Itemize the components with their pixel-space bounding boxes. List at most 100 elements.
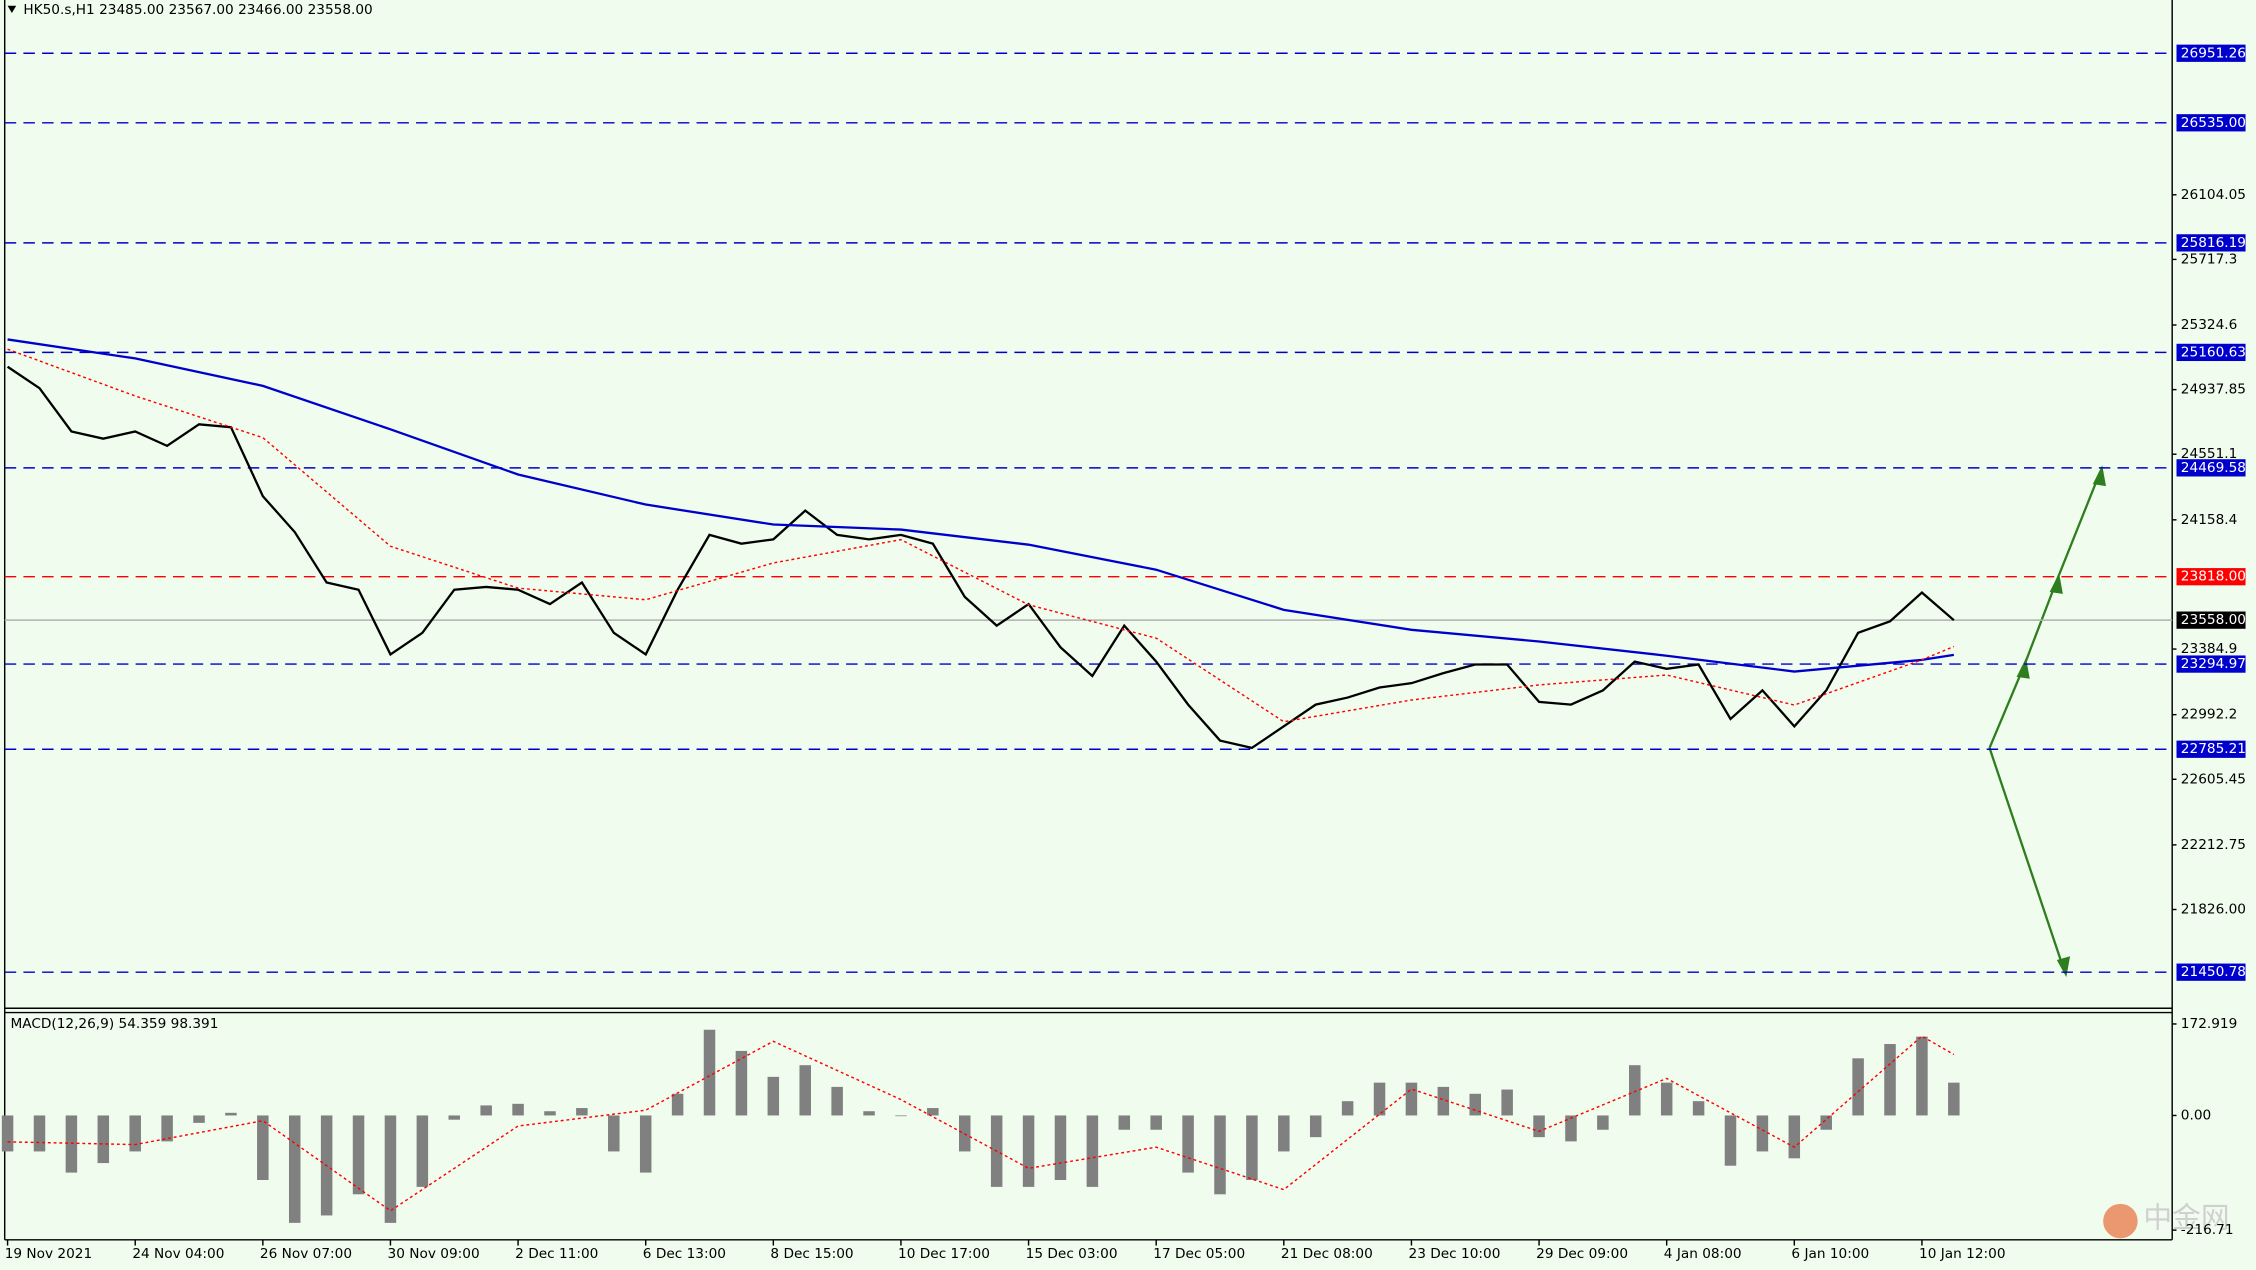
macd-bar xyxy=(1724,1115,1737,1166)
macd-bar xyxy=(576,1108,588,1116)
watermark-logo xyxy=(2103,1203,2138,1239)
y-tick-label: 26104.05 xyxy=(2181,187,2246,203)
macd-bar xyxy=(735,1050,748,1116)
y-tick-label: 0.00 xyxy=(2181,1107,2211,1123)
current-price-box xyxy=(2176,611,2246,629)
x-tick-label: 21 Dec 08:00 xyxy=(1281,1246,1373,1262)
level-label-box xyxy=(2176,963,2246,981)
macd-bar xyxy=(1182,1115,1194,1173)
macd-bar xyxy=(767,1076,780,1116)
series-line xyxy=(6,365,1955,750)
macd-bar xyxy=(1948,1082,1960,1116)
arrow-up xyxy=(1988,471,2102,749)
level-label: 23294.97 xyxy=(2181,656,2246,672)
x-tick-label: 29 Dec 09:00 xyxy=(1536,1246,1628,1262)
arrow-down xyxy=(1988,747,2066,972)
macd-bar xyxy=(1246,1115,1258,1181)
macd-bar xyxy=(1118,1115,1131,1130)
macd-bar xyxy=(1533,1115,1545,1138)
arrow-head xyxy=(2049,573,2063,594)
y-tick-label: 22212.75 xyxy=(2181,837,2246,853)
current-price-label: 23558.00 xyxy=(2181,612,2246,628)
macd-bar xyxy=(448,1115,461,1120)
macd-bar xyxy=(1405,1082,1418,1116)
x-tick-label: 6 Jan 10:00 xyxy=(1791,1246,1869,1262)
macd-bar xyxy=(1,1115,14,1152)
macd-bar xyxy=(863,1111,875,1116)
level-label: 26951.26 xyxy=(2181,45,2246,61)
y-tick-label: 21826.00 xyxy=(2181,901,2246,917)
x-tick-label: 15 Dec 03:00 xyxy=(1026,1246,1118,1262)
macd-bar xyxy=(97,1115,110,1164)
x-tick-label: 6 Dec 13:00 xyxy=(643,1246,726,1262)
y-tick-label: 22605.45 xyxy=(2181,771,2246,787)
macd-title: MACD(12,26,9) 54.359 98.391 xyxy=(10,1016,218,1032)
macd-bar xyxy=(1214,1115,1226,1195)
level-label: 22785.21 xyxy=(2181,741,2246,757)
x-tick-label: 23 Dec 10:00 xyxy=(1409,1246,1501,1262)
y-tick-label: 24551.1 xyxy=(2181,446,2237,462)
macd-bar xyxy=(1022,1115,1035,1187)
macd-bar xyxy=(416,1115,429,1187)
macd-bar xyxy=(512,1103,524,1116)
macd-bar xyxy=(1373,1082,1386,1116)
macd-bar xyxy=(927,1108,939,1116)
macd-bar xyxy=(257,1115,269,1181)
level-label-box xyxy=(2176,568,2246,586)
arrow-head xyxy=(2092,465,2107,487)
macd-bar xyxy=(1565,1115,1577,1142)
y-tick-label: 25717.3 xyxy=(2181,251,2237,267)
macd-bar xyxy=(1278,1115,1290,1152)
level-label: 21450.78 xyxy=(2181,964,2246,980)
level-label: 23818.00 xyxy=(2181,569,2246,585)
level-label-box xyxy=(2176,459,2246,477)
macd-bar xyxy=(1054,1115,1067,1181)
macd-bar xyxy=(1660,1082,1673,1116)
arrow-head xyxy=(2016,658,2030,679)
x-tick-label: 24 Nov 04:00 xyxy=(132,1246,224,1262)
macd-bar xyxy=(480,1105,492,1116)
y-tick-label: 172.919 xyxy=(2181,1016,2237,1032)
x-tick-label: 8 Dec 15:00 xyxy=(770,1246,853,1262)
series-line xyxy=(7,348,1955,723)
x-tick-label: 10 Jan 12:00 xyxy=(1919,1246,2005,1262)
level-label: 26535.00 xyxy=(2181,115,2246,131)
level-label-box xyxy=(2176,234,2246,252)
x-tick-label: 4 Jan 08:00 xyxy=(1664,1246,1742,1262)
level-label: 24469.58 xyxy=(2181,460,2246,476)
macd-bar xyxy=(352,1115,365,1195)
macd-bar xyxy=(1756,1115,1769,1152)
macd-bar xyxy=(1916,1036,1928,1116)
x-tick-label: 26 Nov 07:00 xyxy=(260,1246,352,1262)
macd-bar xyxy=(671,1093,684,1116)
macd-bar xyxy=(65,1115,78,1173)
level-label-box xyxy=(2176,740,2246,758)
macd-bar xyxy=(129,1115,141,1152)
menu-icon[interactable] xyxy=(7,5,17,13)
macd-bar xyxy=(1469,1093,1482,1116)
y-tick-label: 24937.85 xyxy=(2181,382,2246,398)
macd-bar xyxy=(544,1111,556,1116)
level-label-box xyxy=(2176,343,2246,362)
macd-bar xyxy=(608,1115,620,1152)
macd-bar xyxy=(639,1115,652,1173)
macd-bar xyxy=(1629,1065,1641,1116)
macd-bar xyxy=(1309,1115,1322,1138)
macd-bar xyxy=(1820,1115,1832,1130)
chart-title: HK50.s,H1 23485.00 23567.00 23466.00 235… xyxy=(23,2,372,18)
y-tick-label: 23384.9 xyxy=(2181,641,2237,657)
x-tick-label: 30 Nov 09:00 xyxy=(388,1246,480,1262)
macd-bar xyxy=(831,1086,843,1116)
series-line xyxy=(7,338,1955,673)
macd-bar xyxy=(225,1112,237,1116)
macd-bar xyxy=(33,1115,46,1152)
macd-bar xyxy=(1150,1115,1162,1130)
level-label-box xyxy=(2176,655,2246,673)
macd-bar xyxy=(1437,1086,1450,1116)
macd-bar xyxy=(384,1115,397,1223)
macd-bar xyxy=(1501,1089,1513,1116)
macd-bar xyxy=(1692,1101,1705,1116)
macd-bar xyxy=(895,1115,907,1117)
y-tick-label: -216.71 xyxy=(2181,1222,2234,1238)
